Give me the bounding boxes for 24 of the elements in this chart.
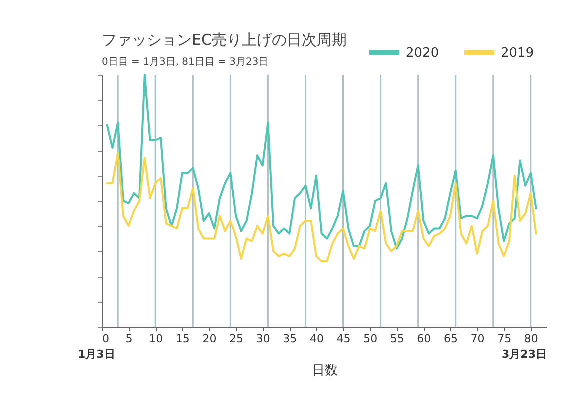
x-tick-label: 15 (176, 332, 190, 346)
legend-label: 2020 (406, 46, 440, 61)
x-tick-label: 30 (256, 332, 270, 346)
x-tick-label: 75 (498, 332, 512, 346)
x-tick-label: 40 (310, 332, 324, 346)
x-tick-label: 65 (444, 332, 458, 346)
x-tick-label: 20 (202, 332, 217, 346)
x-tick-label: 25 (230, 332, 244, 346)
legend-label: 2019 (501, 46, 534, 61)
x-tick-label: 60 (417, 332, 432, 346)
x-tick-label: 0 (102, 332, 110, 346)
chart-title: ファッションEC売り上げの日次周期 (102, 31, 347, 49)
x-tick-label: 55 (390, 332, 404, 346)
x-tick-label: 10 (149, 332, 164, 346)
x-tick-label: 45 (336, 332, 351, 346)
x-axis-title: 日数 (312, 364, 338, 378)
x-tick-label: 70 (470, 332, 485, 346)
x-tick-label: 80 (524, 332, 538, 346)
x-tick-label: 50 (364, 332, 378, 346)
x-tick-label: 5 (126, 332, 133, 346)
chart-subtitle: 0日目 = 1月3日, 81日目 = 3月23日 (102, 57, 269, 68)
text: 3月23日 (502, 348, 547, 361)
text: 1月3日 (78, 348, 116, 361)
x-tick-label: 35 (283, 332, 298, 346)
